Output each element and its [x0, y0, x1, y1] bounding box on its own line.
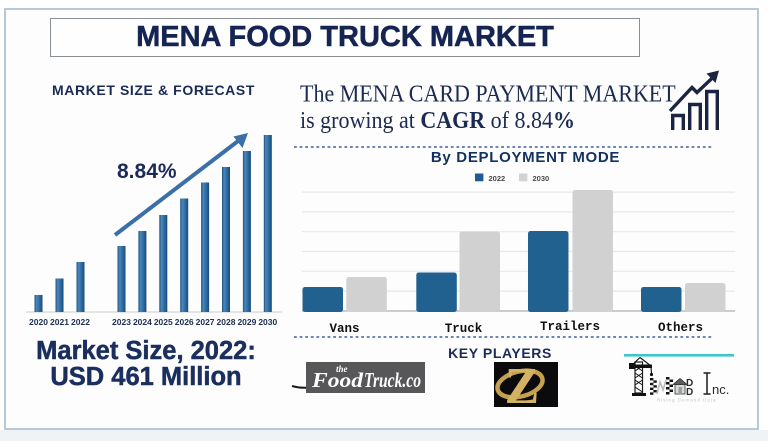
svg-text:Z: Z [505, 362, 540, 407]
svg-text:D: D [686, 387, 693, 398]
svg-text:2028: 2028 [217, 317, 236, 327]
svg-text:Rising Demand Data: Rising Demand Data [657, 398, 717, 403]
svg-text:8.84%: 8.84% [117, 160, 177, 183]
svg-text:2023: 2023 [112, 317, 131, 327]
svg-text:2030: 2030 [533, 174, 550, 183]
svg-text:Others: Others [658, 321, 703, 335]
svg-text:2024: 2024 [133, 317, 152, 327]
svg-text:Trailers: Trailers [540, 320, 600, 334]
svg-text:the: the [336, 364, 348, 374]
svg-text:nc.: nc. [712, 382, 729, 397]
svg-text:Truck: Truck [445, 322, 483, 335]
svg-text:2025: 2025 [154, 317, 173, 327]
svg-text:D: D [686, 378, 693, 389]
svg-text:2021: 2021 [50, 317, 69, 327]
svg-text:2030: 2030 [258, 317, 277, 327]
svg-text:2027: 2027 [196, 317, 215, 327]
svg-text:Food: Food [311, 368, 364, 392]
svg-text:2022: 2022 [489, 174, 506, 183]
svg-text:Vans: Vans [329, 322, 359, 335]
svg-text:Truck.co: Truck.co [364, 368, 421, 392]
svg-text:2020: 2020 [29, 317, 48, 327]
svg-text:2022: 2022 [71, 317, 90, 327]
svg-text:2029: 2029 [237, 317, 256, 327]
svg-text:2026: 2026 [175, 317, 194, 327]
